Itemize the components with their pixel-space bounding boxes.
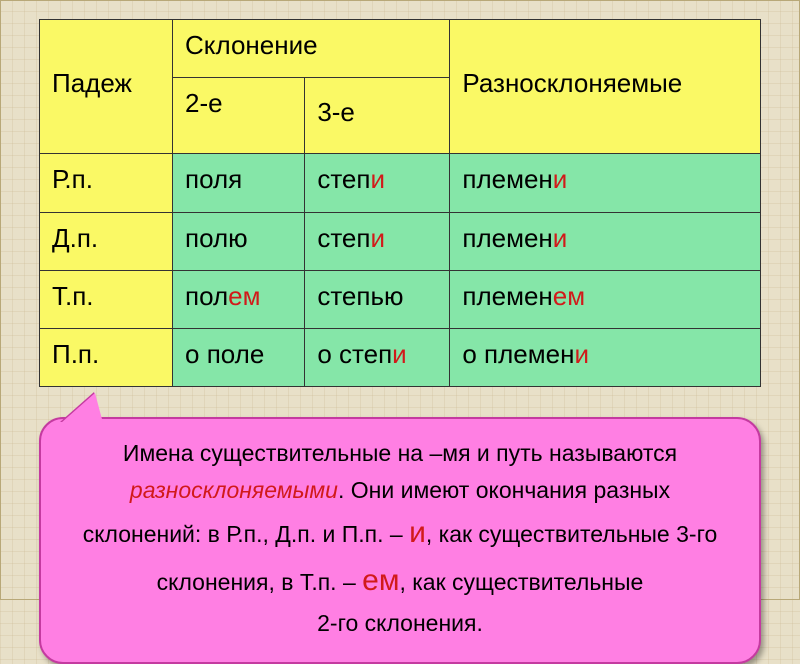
header-col-3e: 3-е <box>305 78 450 154</box>
table-row: Т.п. полем степью племенем <box>40 270 761 328</box>
note-term: разносклоняемыми <box>130 477 338 503</box>
table-row: П.п. о поле о степи о племени <box>40 328 761 386</box>
note-ending: ем <box>362 564 399 597</box>
callout-tail <box>61 393 103 423</box>
case-label: П.п. <box>40 328 173 386</box>
note-text: 2-го склонения. <box>317 610 483 636</box>
cell-heteroclite: племени <box>450 154 761 212</box>
header-col-2e: 2-е <box>173 78 305 154</box>
cell-2e: поля <box>173 154 305 212</box>
cell-heteroclite: племени <box>450 212 761 270</box>
note-text: склонений: в Р.п., Д.п. и П.п. – <box>83 521 409 547</box>
cell-2e: полю <box>173 212 305 270</box>
header-case: Падеж <box>40 20 173 154</box>
cell-2e: полем <box>173 270 305 328</box>
explanation-callout: Имена существительные на –мя и путь назы… <box>39 417 761 663</box>
cell-3e: степи <box>305 154 450 212</box>
declension-table: Падеж Склонение Разносклоняемые 2-е 3-е … <box>39 19 761 387</box>
header-declension: Склонение <box>173 20 450 78</box>
note-ending: и <box>409 516 426 549</box>
cell-3e: о степи <box>305 328 450 386</box>
case-label: Т.п. <box>40 270 173 328</box>
case-label: Р.п. <box>40 154 173 212</box>
note-text: , как существительные <box>399 569 643 595</box>
cell-3e: степью <box>305 270 450 328</box>
note-text: . Они имеют окончания разных <box>338 477 670 503</box>
cell-heteroclite: племенем <box>450 270 761 328</box>
note-text: Имена существительные на –мя и путь назы… <box>123 440 677 466</box>
cell-3e: степи <box>305 212 450 270</box>
case-label: Д.п. <box>40 212 173 270</box>
table-row: Р.п. поля степи племени <box>40 154 761 212</box>
header-heteroclite: Разносклоняемые <box>450 20 761 154</box>
table-row: Д.п. полю степи племени <box>40 212 761 270</box>
cell-heteroclite: о племени <box>450 328 761 386</box>
note-text: , как существительные <box>426 521 676 547</box>
cell-2e: о поле <box>173 328 305 386</box>
